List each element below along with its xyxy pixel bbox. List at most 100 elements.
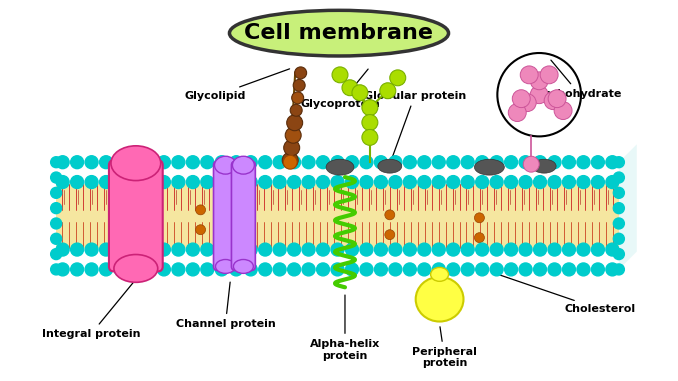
Circle shape bbox=[563, 176, 576, 189]
Circle shape bbox=[504, 156, 517, 169]
Circle shape bbox=[302, 243, 315, 256]
Circle shape bbox=[129, 243, 142, 256]
Circle shape bbox=[259, 156, 272, 169]
Circle shape bbox=[508, 104, 526, 122]
Circle shape bbox=[71, 243, 83, 256]
Circle shape bbox=[614, 233, 624, 244]
Circle shape bbox=[504, 176, 517, 189]
Circle shape bbox=[317, 176, 330, 189]
Circle shape bbox=[548, 176, 561, 189]
Circle shape bbox=[114, 156, 127, 169]
FancyBboxPatch shape bbox=[231, 161, 256, 271]
Circle shape bbox=[283, 155, 297, 169]
Circle shape bbox=[346, 243, 359, 256]
Circle shape bbox=[374, 263, 387, 276]
Circle shape bbox=[563, 243, 576, 256]
Circle shape bbox=[403, 263, 416, 276]
Circle shape bbox=[346, 156, 359, 169]
Circle shape bbox=[418, 176, 431, 189]
Circle shape bbox=[230, 156, 243, 169]
Circle shape bbox=[195, 225, 205, 235]
Circle shape bbox=[273, 156, 286, 169]
Circle shape bbox=[172, 243, 185, 256]
Ellipse shape bbox=[326, 159, 354, 175]
Circle shape bbox=[614, 172, 624, 183]
Circle shape bbox=[317, 263, 330, 276]
Circle shape bbox=[51, 218, 62, 229]
Circle shape bbox=[332, 67, 348, 83]
Circle shape bbox=[476, 176, 489, 189]
Circle shape bbox=[360, 243, 373, 256]
Text: Glycolipid: Glycolipid bbox=[185, 69, 290, 101]
Circle shape bbox=[519, 176, 532, 189]
Circle shape bbox=[544, 92, 562, 110]
Circle shape bbox=[360, 176, 373, 189]
Circle shape bbox=[475, 213, 484, 223]
Circle shape bbox=[614, 187, 624, 199]
Text: Cholesterol: Cholesterol bbox=[492, 272, 635, 314]
Circle shape bbox=[548, 156, 561, 169]
Circle shape bbox=[389, 243, 402, 256]
Circle shape bbox=[360, 263, 373, 276]
Ellipse shape bbox=[111, 146, 161, 181]
Circle shape bbox=[287, 115, 302, 131]
Circle shape bbox=[461, 176, 474, 189]
Circle shape bbox=[433, 263, 445, 276]
Circle shape bbox=[534, 176, 546, 189]
Circle shape bbox=[259, 176, 272, 189]
Circle shape bbox=[216, 263, 228, 276]
Circle shape bbox=[447, 243, 460, 256]
Circle shape bbox=[273, 243, 286, 256]
Circle shape bbox=[201, 156, 214, 169]
Circle shape bbox=[374, 156, 387, 169]
Text: Cell membrane: Cell membrane bbox=[245, 23, 433, 43]
Circle shape bbox=[100, 176, 113, 189]
Circle shape bbox=[129, 176, 142, 189]
Circle shape bbox=[418, 243, 431, 256]
Circle shape bbox=[548, 90, 566, 107]
Circle shape bbox=[403, 176, 416, 189]
Ellipse shape bbox=[229, 10, 449, 56]
Circle shape bbox=[51, 249, 62, 259]
Circle shape bbox=[342, 80, 358, 96]
Circle shape bbox=[530, 86, 548, 104]
Circle shape bbox=[292, 92, 304, 104]
Circle shape bbox=[433, 156, 445, 169]
Circle shape bbox=[201, 263, 214, 276]
Text: Peripheral
protein: Peripheral protein bbox=[412, 327, 477, 368]
Ellipse shape bbox=[216, 259, 235, 274]
Circle shape bbox=[374, 243, 387, 256]
Circle shape bbox=[577, 176, 590, 189]
Text: Integral protein: Integral protein bbox=[42, 282, 140, 339]
Circle shape bbox=[476, 243, 489, 256]
Circle shape bbox=[331, 243, 344, 256]
Circle shape bbox=[244, 176, 257, 189]
Circle shape bbox=[244, 243, 257, 256]
Circle shape bbox=[390, 70, 405, 86]
Circle shape bbox=[287, 156, 300, 169]
Circle shape bbox=[447, 156, 460, 169]
Circle shape bbox=[519, 243, 532, 256]
Circle shape bbox=[85, 176, 98, 189]
Circle shape bbox=[476, 156, 489, 169]
Circle shape bbox=[51, 203, 62, 214]
Circle shape bbox=[476, 263, 489, 276]
Circle shape bbox=[606, 263, 619, 276]
Circle shape bbox=[331, 156, 344, 169]
Circle shape bbox=[519, 156, 532, 169]
Circle shape bbox=[504, 243, 517, 256]
Circle shape bbox=[273, 176, 286, 189]
Circle shape bbox=[302, 263, 315, 276]
Circle shape bbox=[172, 263, 185, 276]
Text: Glycoprotein: Glycoprotein bbox=[300, 69, 380, 109]
Circle shape bbox=[85, 243, 98, 256]
Ellipse shape bbox=[233, 156, 254, 174]
Circle shape bbox=[283, 140, 300, 156]
Circle shape bbox=[287, 176, 300, 189]
Circle shape bbox=[143, 156, 156, 169]
Circle shape bbox=[461, 263, 474, 276]
Circle shape bbox=[143, 243, 156, 256]
Circle shape bbox=[577, 243, 590, 256]
Circle shape bbox=[287, 263, 300, 276]
Circle shape bbox=[518, 94, 536, 112]
